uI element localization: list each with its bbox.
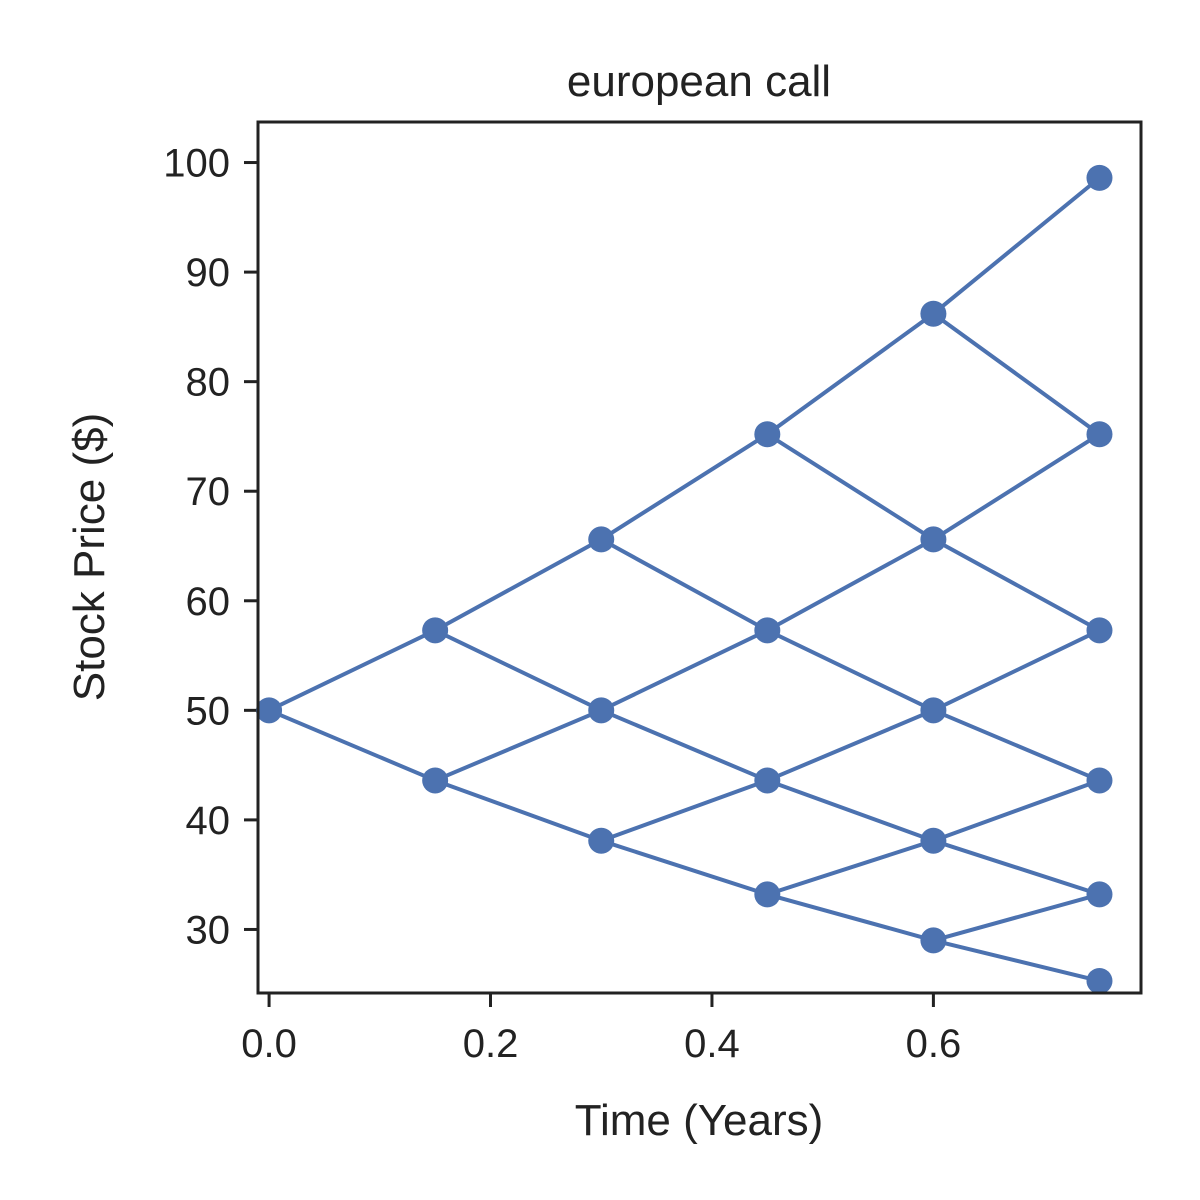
tree-edge bbox=[931, 892, 1102, 943]
tree-edge bbox=[599, 432, 770, 542]
tree-node bbox=[422, 767, 449, 794]
tree-node bbox=[588, 526, 615, 553]
tree-edge bbox=[765, 838, 936, 897]
plot-frame bbox=[256, 120, 1143, 995]
tree-node bbox=[588, 697, 615, 724]
tree-edge bbox=[931, 778, 1102, 843]
x-axis-title: Time (Years) bbox=[575, 1096, 824, 1145]
tree-node bbox=[1086, 967, 1113, 994]
tree-edge bbox=[931, 838, 1102, 897]
tree-node bbox=[422, 617, 449, 644]
tree-node bbox=[256, 697, 283, 724]
x-tick-label: 0.6 bbox=[906, 1022, 962, 1066]
tree-edge bbox=[931, 537, 1102, 633]
tree-edge bbox=[599, 537, 770, 633]
tree-node bbox=[754, 881, 781, 908]
y-tick-label: 40 bbox=[186, 799, 231, 843]
tree-nodes bbox=[256, 164, 1113, 994]
axis-ticks: 0.0 0.2 0.4 0.6 30 40 50 60 70 80 90 100 bbox=[163, 142, 961, 1066]
tree-edge bbox=[765, 892, 936, 943]
tree-edge bbox=[931, 938, 1102, 983]
y-tick-label: 30 bbox=[186, 908, 231, 952]
tree-edge bbox=[931, 311, 1102, 437]
tree-edge bbox=[765, 628, 936, 713]
tree-edge bbox=[931, 628, 1102, 713]
chart-title: european call bbox=[567, 57, 831, 106]
tree-node bbox=[920, 300, 947, 327]
y-tick-label: 90 bbox=[186, 251, 231, 295]
tree-edge bbox=[599, 838, 770, 897]
tree-node bbox=[920, 697, 947, 724]
y-tick-label: 50 bbox=[186, 689, 231, 733]
tree-node bbox=[754, 421, 781, 448]
tree-edge bbox=[433, 708, 604, 783]
tree-edge bbox=[267, 628, 438, 713]
tree-edge bbox=[599, 628, 770, 713]
tree-node bbox=[1086, 617, 1113, 644]
tree-edge bbox=[765, 778, 936, 843]
tree-node bbox=[754, 767, 781, 794]
tree-edge bbox=[433, 778, 604, 843]
tree-edge bbox=[765, 708, 936, 783]
tree-node bbox=[1086, 164, 1113, 191]
x-tick-label: 0.4 bbox=[684, 1022, 740, 1066]
tree-node bbox=[920, 927, 947, 954]
tree-edge bbox=[765, 311, 936, 437]
tree-edge bbox=[931, 708, 1102, 783]
tree-edge bbox=[765, 432, 936, 542]
tree-edge bbox=[433, 537, 604, 633]
tree-node bbox=[920, 526, 947, 553]
tree-edge bbox=[931, 175, 1102, 316]
tree-edge bbox=[433, 628, 604, 713]
tree-node bbox=[1086, 421, 1113, 448]
tree-edge bbox=[599, 778, 770, 843]
tree-node bbox=[1086, 881, 1113, 908]
tree-node bbox=[1086, 767, 1113, 794]
tree-node bbox=[754, 617, 781, 644]
y-tick-label: 80 bbox=[186, 361, 231, 405]
tree-edge bbox=[267, 708, 438, 783]
tree-edge bbox=[931, 432, 1102, 542]
y-tick-label: 100 bbox=[163, 142, 230, 186]
tree-node bbox=[920, 827, 947, 854]
tree-node bbox=[588, 827, 615, 854]
y-axis-title: Stock Price ($) bbox=[65, 413, 114, 702]
tree-edges bbox=[267, 175, 1102, 983]
y-tick-label: 70 bbox=[186, 470, 231, 514]
tree-edge bbox=[599, 708, 770, 783]
x-tick-label: 0.2 bbox=[463, 1022, 519, 1066]
x-tick-label: 0.0 bbox=[241, 1022, 297, 1066]
tree-edge bbox=[765, 537, 936, 633]
y-tick-label: 60 bbox=[186, 580, 231, 624]
